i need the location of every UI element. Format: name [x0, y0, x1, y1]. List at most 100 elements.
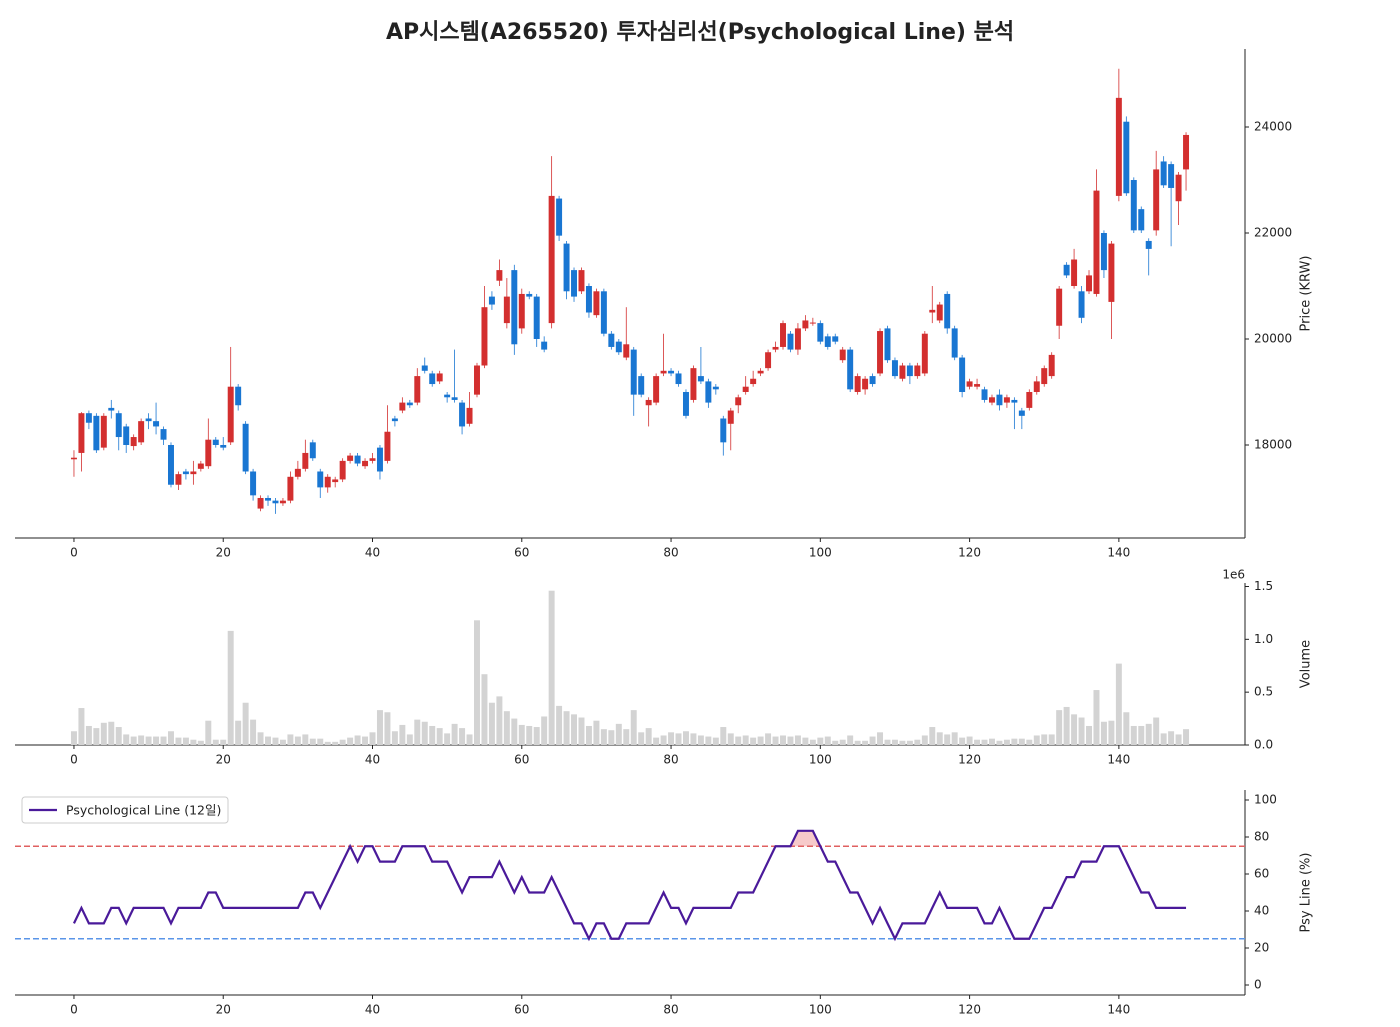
- candle-body: [802, 320, 809, 329]
- candle-body: [85, 413, 92, 423]
- candle-body: [220, 444, 227, 448]
- candle-body: [697, 376, 704, 382]
- candle-body: [250, 471, 257, 496]
- y-tick-label: 0.0: [1254, 738, 1273, 752]
- legend-label: Psychological Line (12일): [66, 803, 221, 818]
- candle-body: [324, 476, 331, 488]
- volume-bar: [160, 736, 167, 745]
- volume-bar: [1123, 712, 1130, 745]
- candle-body: [690, 368, 697, 400]
- candle-body: [996, 394, 1003, 406]
- volume-bar: [503, 711, 510, 745]
- volume-bar: [877, 732, 884, 745]
- volume-bar: [138, 735, 145, 745]
- candle-body: [474, 365, 480, 395]
- candle-body: [988, 397, 995, 403]
- x-tick-label: 20: [216, 546, 231, 560]
- candle-body: [235, 386, 242, 406]
- candle-body: [556, 198, 563, 236]
- volume-bar: [362, 736, 369, 745]
- candle-body: [548, 195, 555, 324]
- candle-body: [130, 437, 137, 447]
- volume-bar: [847, 735, 854, 745]
- candle-body: [272, 500, 279, 504]
- candle-body: [615, 341, 622, 353]
- candle-body: [1138, 209, 1145, 231]
- candle-body: [705, 381, 712, 403]
- volume-bar: [324, 741, 331, 745]
- volume-bar: [742, 735, 749, 745]
- volume-bar: [1100, 721, 1107, 745]
- volume-bar: [981, 739, 988, 745]
- candle-body: [1048, 354, 1055, 377]
- candle-body: [421, 365, 428, 371]
- candle-body: [175, 474, 182, 485]
- candle-body: [966, 381, 973, 387]
- x-tick-label: 80: [663, 753, 678, 767]
- volume-bar: [966, 736, 973, 745]
- volume-bar: [944, 734, 951, 745]
- candle-body: [444, 394, 451, 398]
- volume-bar: [824, 736, 831, 745]
- volume-bar: [1115, 663, 1122, 745]
- volume-bar: [406, 734, 413, 745]
- volume-bar: [891, 739, 898, 745]
- candle-body: [653, 376, 660, 403]
- psy-line: [72, 829, 1187, 942]
- candle-body: [70, 457, 77, 460]
- axis-offset-text: 1e6: [1222, 568, 1245, 582]
- candle-body: [899, 365, 906, 379]
- y-axis-label: Psy Line (%): [1299, 853, 1314, 933]
- candle-body: [742, 386, 749, 392]
- x-tick-label: 80: [663, 546, 678, 560]
- y-axis-label: Volume: [1299, 640, 1314, 688]
- candle-body: [675, 373, 682, 385]
- volume-bar: [1071, 714, 1078, 745]
- volume-bar: [414, 719, 421, 745]
- volume-bar: [653, 737, 660, 745]
- volume-bar: [869, 736, 876, 745]
- candle-body: [466, 407, 473, 424]
- candle-body: [168, 444, 174, 485]
- candle-body: [190, 471, 197, 475]
- candle-body: [638, 376, 645, 395]
- x-tick-label: 20: [216, 753, 231, 767]
- x-tick-label: 140: [1107, 546, 1130, 560]
- candle-body: [974, 384, 981, 387]
- volume-bar: [212, 739, 219, 745]
- volume-bar: [1108, 720, 1115, 745]
- volume-bar: [1048, 734, 1055, 745]
- candle-body: [1183, 134, 1190, 170]
- x-tick-label: 0: [70, 753, 78, 767]
- candle-body: [354, 455, 361, 464]
- candle-body: [541, 341, 548, 350]
- candle-body: [668, 370, 675, 374]
- volume-bar: [399, 724, 406, 745]
- volume-bar: [197, 740, 204, 745]
- volume-bar: [548, 590, 555, 745]
- volume-bar: [481, 674, 488, 745]
- volume-bar: [988, 738, 995, 745]
- volume-bar: [608, 730, 615, 745]
- y-tick-label: 100: [1254, 792, 1277, 806]
- volume-bar: [839, 739, 846, 745]
- candle-body: [959, 357, 966, 392]
- candle-body: [906, 365, 913, 377]
- volume-bar: [496, 696, 503, 745]
- volume-bar: [1145, 723, 1152, 745]
- candle-body: [921, 333, 928, 374]
- candle-body: [459, 402, 466, 427]
- volume-bar: [974, 739, 981, 745]
- candle-body: [302, 452, 309, 469]
- x-tick-label: 100: [809, 753, 832, 767]
- x-tick-label: 120: [958, 546, 981, 560]
- candle-body: [376, 447, 383, 472]
- candle-body: [257, 497, 264, 509]
- volume-bar: [384, 712, 391, 745]
- volume-bar: [429, 725, 436, 745]
- candle-body: [593, 291, 600, 316]
- candle-body: [735, 397, 742, 406]
- volume-bar: [1160, 733, 1167, 745]
- x-tick-label: 120: [958, 753, 981, 767]
- volume-bar: [750, 737, 757, 745]
